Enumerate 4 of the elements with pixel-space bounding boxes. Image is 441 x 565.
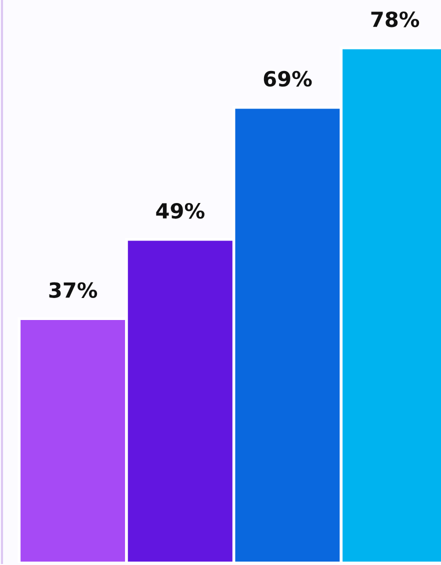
data-label: 69%	[264, 70, 312, 87]
data-label: 78%	[371, 11, 420, 28]
data-label: 37%	[49, 282, 98, 298]
data-label: 49%	[156, 202, 204, 219]
